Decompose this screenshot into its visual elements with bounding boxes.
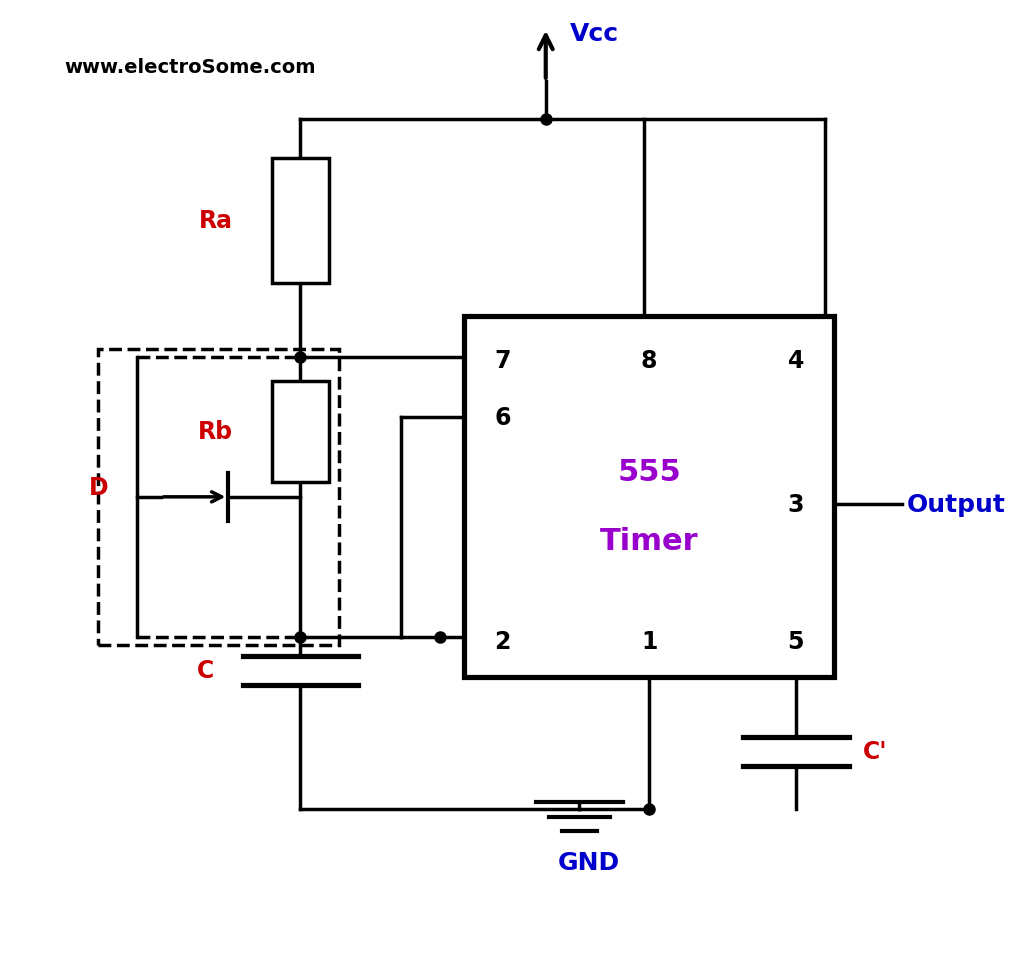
Bar [464,317,835,678]
Text: 7: 7 [495,349,511,372]
Text: 555: 555 [617,457,681,486]
Text: Timer: Timer [600,526,698,555]
Text: 8: 8 [641,349,657,372]
Text: 5: 5 [787,629,804,653]
Text: GND: GND [558,850,621,875]
Text: C: C [197,659,214,682]
Bar [271,382,330,482]
Text: 1: 1 [641,629,657,653]
Text: Rb: Rb [198,420,233,444]
Text: Vcc: Vcc [569,22,618,45]
Text: 4: 4 [787,349,804,372]
Text: C': C' [863,740,888,763]
Text: D: D [88,476,108,500]
Text: Output: Output [906,493,1006,516]
Text: 2: 2 [495,629,511,653]
Text: Ra: Ra [199,209,233,233]
Text: 6: 6 [495,407,511,430]
Bar [98,350,339,645]
Text: 3: 3 [787,493,804,516]
Bar [271,159,330,283]
Text: www.electroSome.com: www.electroSome.com [65,58,315,77]
